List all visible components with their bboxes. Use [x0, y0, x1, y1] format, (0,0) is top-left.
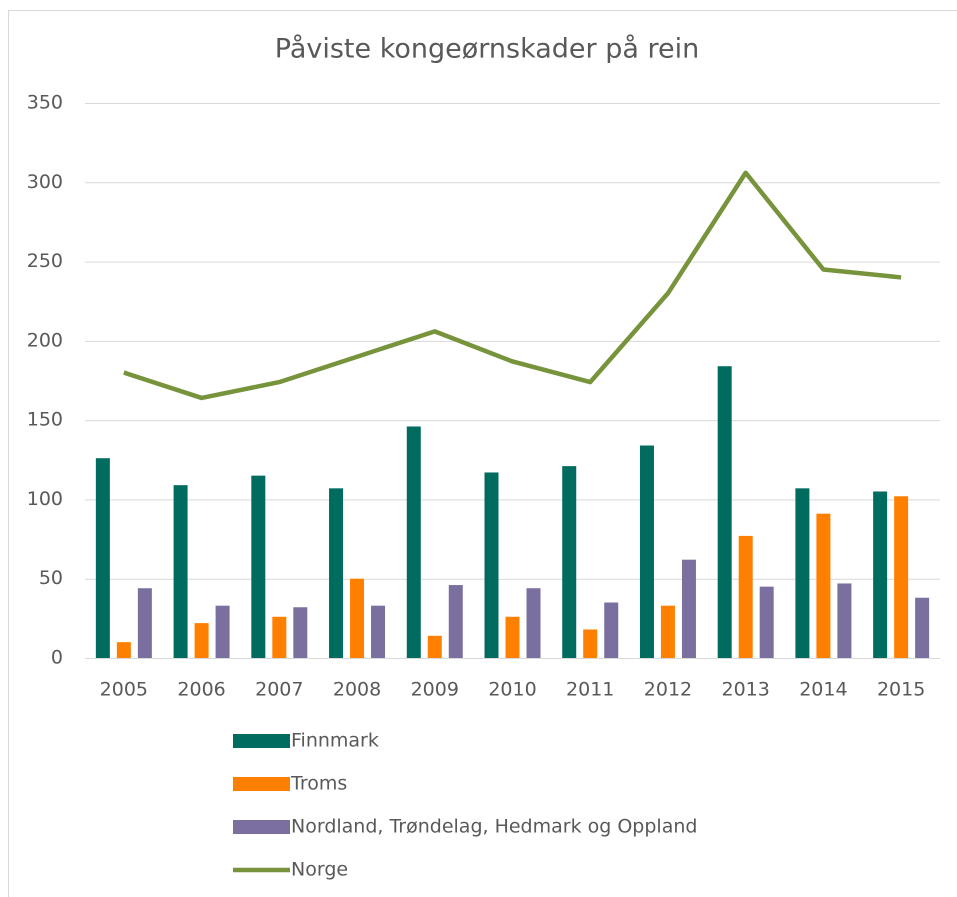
bar: [215, 605, 230, 658]
x-tick-label: 2010: [488, 679, 536, 701]
bar: [137, 588, 152, 658]
bar: [448, 585, 463, 658]
bar: [293, 607, 308, 658]
bar: [660, 605, 675, 658]
y-tick-label: 0: [51, 647, 63, 669]
bar: [484, 472, 499, 658]
bar: [95, 458, 110, 658]
legend-label: Finnmark: [291, 730, 379, 752]
bar: [173, 485, 188, 658]
bar: [350, 578, 365, 658]
y-tick-label: 350: [27, 92, 63, 114]
chart-title: Påviste kongeørnskader på rein: [275, 34, 699, 65]
bar: [639, 445, 654, 658]
bar: [251, 475, 266, 658]
y-tick-label: 200: [27, 329, 63, 351]
x-tick-label: 2015: [877, 679, 925, 701]
bar: [583, 629, 598, 658]
bar: [329, 488, 344, 658]
line: [123, 170, 902, 401]
bar: [681, 559, 696, 658]
x-tick-label: 2008: [333, 679, 381, 701]
bar: [371, 605, 386, 658]
legend-label: Nordland, Trøndelag, Hedmark og Oppland: [291, 816, 697, 838]
bar: [738, 535, 753, 658]
bar: [894, 496, 909, 658]
legend-swatch: [233, 777, 290, 791]
legend-label: Norge: [291, 859, 348, 881]
bar: [873, 491, 888, 658]
y-tick-label: 250: [27, 250, 63, 272]
legend-label: Troms: [290, 773, 347, 795]
bar: [427, 635, 442, 658]
chart-border: [8, 10, 957, 897]
bar: [717, 366, 732, 658]
x-tick-label: 2014: [799, 679, 847, 701]
legend-swatch: [233, 734, 290, 748]
bar: [116, 642, 131, 658]
legend-swatch: [233, 820, 290, 834]
x-tick-label: 2012: [644, 679, 692, 701]
x-tick-label: 2005: [100, 679, 148, 701]
y-tick-label: 50: [39, 567, 63, 589]
bar: [272, 616, 287, 658]
y-tick-label: 150: [27, 409, 63, 431]
bar: [562, 466, 577, 658]
bar: [915, 597, 930, 658]
x-tick-label: 2011: [566, 679, 614, 701]
y-tick-label: 300: [27, 171, 63, 193]
x-tick-label: 2007: [255, 679, 303, 701]
bar: [194, 623, 209, 658]
bar: [837, 583, 852, 658]
x-tick-label: 2006: [177, 679, 225, 701]
bar: [505, 616, 520, 658]
bar: [526, 588, 541, 658]
bar: [406, 426, 421, 658]
y-tick-label: 100: [27, 488, 63, 510]
x-tick-label: 2009: [411, 679, 459, 701]
bar: [816, 513, 831, 658]
bar: [604, 602, 619, 658]
x-tick-label: 2013: [722, 679, 770, 701]
bar: [759, 586, 774, 658]
bar: [795, 488, 810, 658]
